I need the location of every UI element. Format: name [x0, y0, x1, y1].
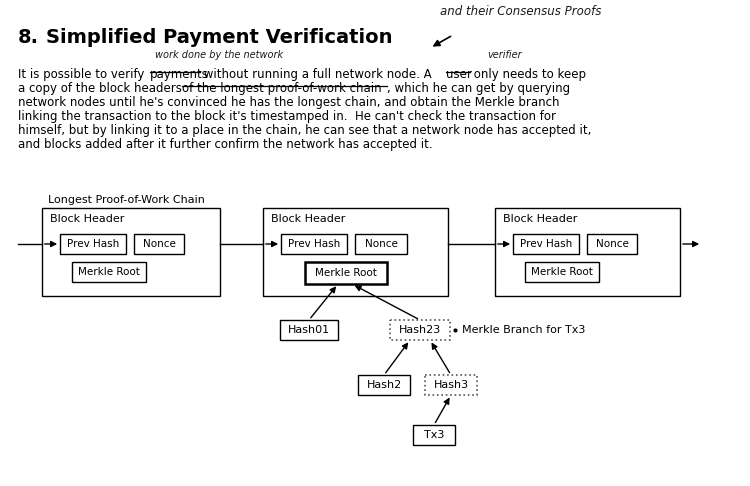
Text: Block Header: Block Header	[503, 214, 578, 224]
Text: Prev Hash: Prev Hash	[520, 239, 572, 249]
Bar	[425, 375, 477, 395]
Text: himself, but by linking it to a place in the chain, he can see that a network no: himself, but by linking it to a place in…	[18, 124, 591, 137]
Text: It is possible to verify: It is possible to verify	[18, 68, 148, 81]
Bar	[280, 320, 338, 340]
Text: Simplified Payment Verification: Simplified Payment Verification	[46, 28, 392, 47]
Text: and their Consensus Proofs: and their Consensus Proofs	[440, 5, 602, 18]
Text: without running a full network node. A: without running a full network node. A	[200, 68, 435, 81]
Text: verifier: verifier	[487, 50, 522, 60]
Text: Hash23: Hash23	[399, 325, 441, 335]
Bar	[42, 208, 220, 296]
Bar	[513, 234, 579, 254]
Text: only needs to keep: only needs to keep	[470, 68, 586, 81]
Text: Merkle Root: Merkle Root	[78, 267, 140, 277]
Text: and blocks added after it further confirm the network has accepted it.: and blocks added after it further confir…	[18, 138, 433, 151]
Bar	[587, 234, 637, 254]
Text: Tx3: Tx3	[424, 430, 444, 440]
Text: work done by the network: work done by the network	[155, 50, 284, 60]
Text: , which he can get by querying: , which he can get by querying	[387, 82, 570, 95]
Text: linking the transaction to the block it's timestamped in.  He can't check the tr: linking the transaction to the block it'…	[18, 110, 556, 123]
Text: network nodes until he's convinced he has the longest chain, and obtain the Merk: network nodes until he's convinced he ha…	[18, 96, 560, 109]
Text: Prev Hash: Prev Hash	[67, 239, 119, 249]
Bar	[355, 234, 407, 254]
Text: Hash01: Hash01	[288, 325, 330, 335]
Bar	[263, 208, 448, 296]
Text: of the longest proof-of-work chain: of the longest proof-of-work chain	[182, 82, 382, 95]
Text: Nonce: Nonce	[142, 239, 176, 249]
Text: payments: payments	[150, 68, 208, 81]
Bar	[358, 375, 410, 395]
Bar	[134, 234, 184, 254]
Text: Nonce: Nonce	[596, 239, 628, 249]
Text: Block Header: Block Header	[271, 214, 345, 224]
Text: Longest Proof-of-Work Chain: Longest Proof-of-Work Chain	[48, 195, 205, 205]
Bar	[72, 262, 146, 282]
Bar	[390, 320, 450, 340]
Bar	[525, 262, 599, 282]
Text: Prev Hash: Prev Hash	[288, 239, 340, 249]
Text: 8.: 8.	[18, 28, 39, 47]
Text: Nonce: Nonce	[364, 239, 398, 249]
Bar	[413, 425, 455, 445]
Text: user: user	[446, 68, 472, 81]
Bar	[305, 262, 387, 284]
Text: Block Header: Block Header	[50, 214, 124, 224]
Text: Hash3: Hash3	[433, 380, 469, 390]
Text: a copy of the block headers: a copy of the block headers	[18, 82, 186, 95]
Bar	[60, 234, 126, 254]
Text: Hash2: Hash2	[366, 380, 402, 390]
Bar	[495, 208, 680, 296]
Bar	[281, 234, 347, 254]
Text: Merkle Branch for Tx3: Merkle Branch for Tx3	[462, 325, 585, 335]
Text: Merkle Root: Merkle Root	[531, 267, 593, 277]
Text: Merkle Root: Merkle Root	[315, 268, 377, 278]
